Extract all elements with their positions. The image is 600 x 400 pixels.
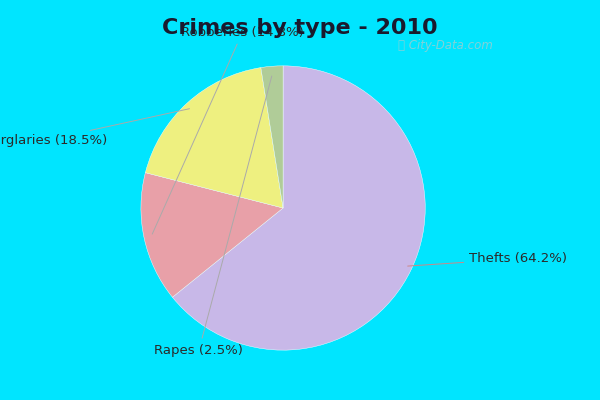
Wedge shape (145, 68, 283, 208)
Text: Crimes by type - 2010: Crimes by type - 2010 (162, 18, 438, 38)
Wedge shape (172, 66, 425, 350)
Text: Burglaries (18.5%): Burglaries (18.5%) (0, 109, 190, 147)
Wedge shape (141, 173, 283, 297)
Wedge shape (261, 66, 283, 208)
Text: Robberies (14.8%): Robberies (14.8%) (152, 26, 304, 234)
Text: Thefts (64.2%): Thefts (64.2%) (407, 252, 567, 266)
Text: Rapes (2.5%): Rapes (2.5%) (154, 76, 272, 357)
Text: ⓘ City-Data.com: ⓘ City-Data.com (398, 39, 493, 52)
